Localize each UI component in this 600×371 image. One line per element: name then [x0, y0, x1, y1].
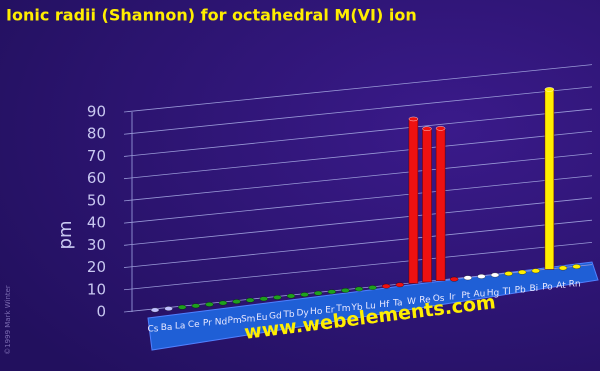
x-tick-label: Dy	[296, 309, 309, 319]
x-tick-label: Tm	[335, 304, 350, 314]
point-dot	[259, 296, 268, 302]
bar	[435, 128, 446, 281]
y-tick-label: 10	[87, 280, 106, 298]
point-dot	[246, 297, 255, 303]
point-dot	[218, 300, 228, 306]
grid-line	[123, 86, 593, 135]
x-tick-label: Os	[433, 294, 445, 304]
x-tick-label: Hf	[379, 300, 390, 310]
x-tick-label: Ta	[392, 298, 403, 308]
y-tick-label: 90	[87, 103, 106, 121]
point-dot	[286, 293, 296, 299]
x-tick-label: W	[407, 297, 416, 307]
grid-line	[123, 197, 593, 246]
y-tick-label: 70	[87, 147, 106, 165]
x-tick-label: Tb	[282, 310, 294, 320]
bar-top	[408, 116, 419, 122]
x-tick-label: Pm	[227, 316, 241, 326]
y-tick-label: 0	[96, 303, 106, 321]
bar	[408, 118, 419, 284]
point-dot	[382, 283, 391, 289]
grid-line	[123, 108, 593, 157]
y-tick-label: 50	[87, 191, 106, 209]
grid-line	[123, 153, 593, 202]
grid-line	[123, 64, 593, 113]
grid-line	[123, 175, 593, 224]
grid-line	[123, 130, 593, 180]
y-tick-label: 40	[87, 214, 106, 232]
x-tick-label: Eu	[256, 313, 267, 323]
point-dot	[490, 272, 500, 278]
point-dot	[191, 303, 200, 309]
x-tick-label: Ir	[449, 293, 456, 303]
y-tick-label: 80	[87, 125, 106, 143]
x-tick-label: Pt	[461, 291, 470, 301]
grid-line	[123, 219, 593, 268]
point-dot	[450, 276, 459, 282]
x-tick-label: Ba	[161, 323, 173, 333]
x-tick-label: Yb	[350, 303, 362, 313]
point-dot	[178, 304, 187, 310]
point-dot	[273, 295, 282, 300]
point-dot	[205, 302, 214, 307]
x-tick-label: Tl	[502, 287, 511, 297]
point-dot	[300, 292, 309, 297]
point-dot	[354, 286, 364, 292]
x-tick-label: Ho	[310, 307, 323, 317]
bar	[544, 89, 555, 270]
x-tick-label: Rn	[569, 280, 581, 290]
bar-top	[422, 126, 432, 131]
point-dot	[531, 268, 540, 274]
x-tick-label: Bi	[529, 284, 538, 294]
x-tick-label: Ce	[188, 320, 200, 330]
x-tick-label: Gd	[269, 311, 282, 321]
point-dot	[572, 264, 581, 269]
y-tick-label: 20	[87, 258, 106, 276]
point-dot	[504, 271, 513, 276]
grid-line	[123, 241, 593, 291]
x-tick-label: At	[556, 281, 566, 291]
x-tick-label: Po	[542, 282, 553, 292]
x-tick-label: Au	[473, 290, 485, 300]
x-tick-label: La	[175, 322, 186, 332]
point-dot	[395, 282, 404, 288]
bar	[422, 128, 432, 283]
x-tick-label: Er	[325, 306, 335, 316]
x-tick-label: Pr	[203, 319, 212, 329]
x-tick-label: Re	[419, 296, 431, 306]
bar-top	[435, 126, 446, 131]
x-tick-label: Lu	[365, 301, 376, 311]
x-tick-label: Cs	[148, 325, 159, 335]
point-dot	[518, 269, 527, 275]
x-tick-label: Hg	[487, 288, 499, 298]
point-dot	[558, 265, 568, 271]
point-dot	[341, 288, 350, 293]
point-dot	[232, 299, 241, 304]
point-dot	[164, 306, 173, 311]
point-dot	[368, 285, 377, 290]
x-tick-label: Nd	[215, 317, 227, 327]
x-tick-label: Sm	[241, 314, 255, 324]
y-axis-label: pm	[55, 221, 76, 250]
point-dot	[314, 290, 323, 296]
bar-top	[544, 87, 555, 92]
y-tick-label: 30	[87, 236, 106, 254]
copyright: ©1999 Mark Winter	[4, 285, 12, 355]
chart-title: Ionic radii (Shannon) for octahedral M(V…	[6, 6, 417, 25]
point-dot	[327, 289, 336, 295]
point-dot	[150, 307, 160, 313]
point-dot	[463, 275, 472, 281]
x-tick-label: Pb	[515, 285, 526, 295]
y-tick-label: 60	[87, 169, 106, 187]
point-dot	[477, 274, 486, 279]
